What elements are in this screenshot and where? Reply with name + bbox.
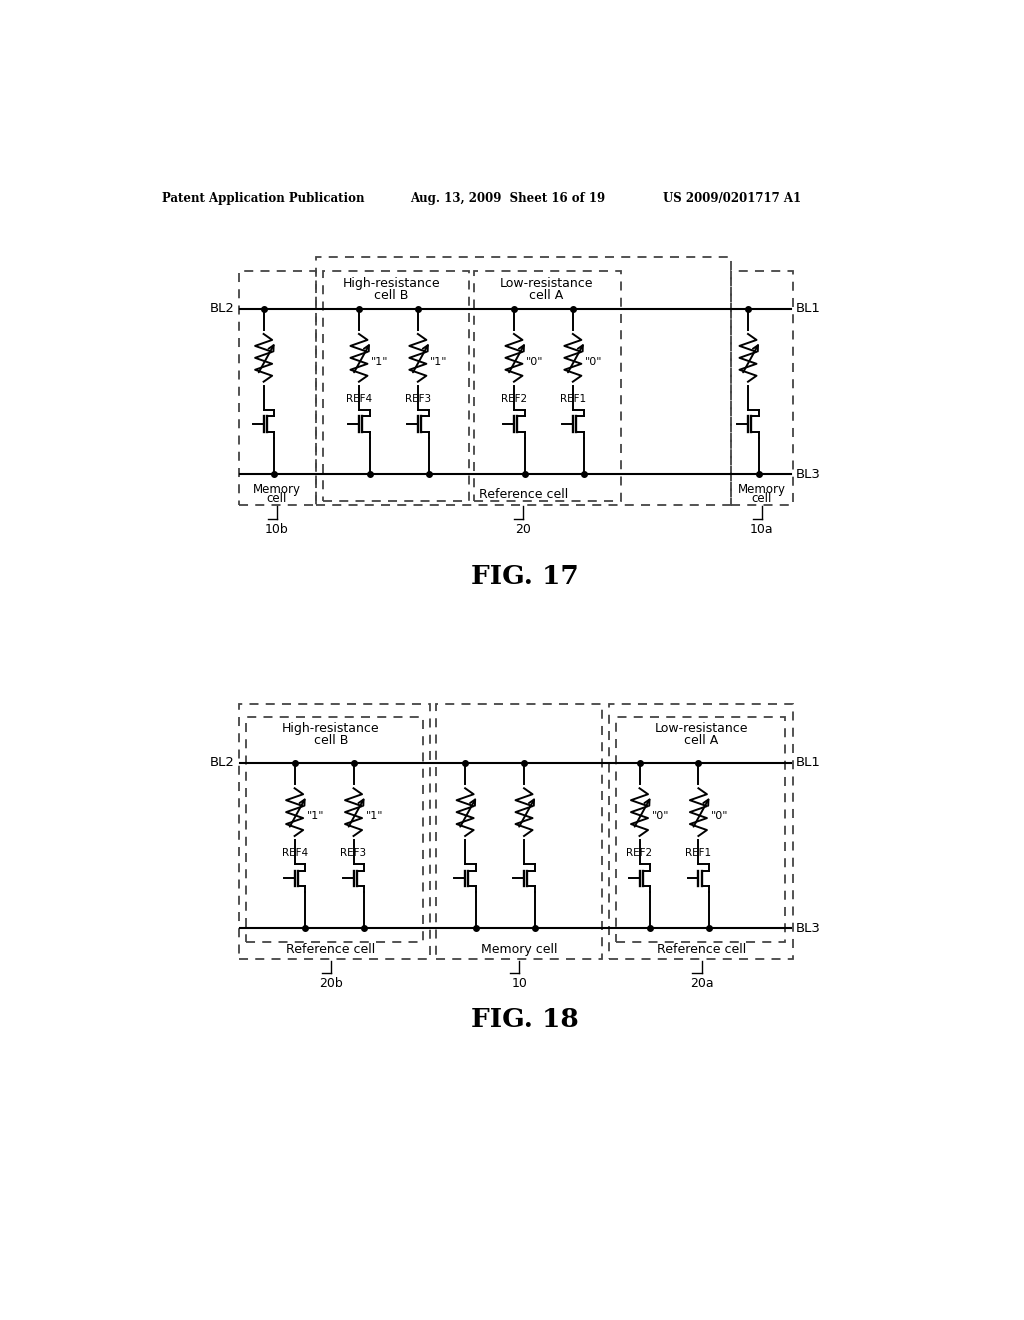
Text: REF3: REF3 (340, 847, 367, 858)
Text: "0": "0" (711, 810, 728, 821)
Bar (239, 704, 430, 960)
Text: "1": "1" (372, 356, 389, 367)
Text: cell B: cell B (314, 734, 348, 747)
Text: Aug. 13, 2009  Sheet 16 of 19: Aug. 13, 2009 Sheet 16 of 19 (411, 191, 605, 205)
Text: Patent Application Publication: Patent Application Publication (163, 191, 365, 205)
Text: REF1: REF1 (560, 393, 586, 404)
Bar (608, 704, 793, 960)
Text: cell A: cell A (684, 734, 719, 747)
Text: BL1: BL1 (796, 756, 821, 770)
Text: Reference cell: Reference cell (656, 944, 746, 957)
Text: REF2: REF2 (627, 847, 652, 858)
Text: cell: cell (752, 492, 772, 506)
Bar (474, 271, 621, 502)
Text: "1": "1" (366, 810, 383, 821)
Text: 20: 20 (515, 523, 531, 536)
Text: US 2009/0201717 A1: US 2009/0201717 A1 (664, 191, 802, 205)
Text: Memory: Memory (253, 483, 301, 496)
Text: cell A: cell A (529, 289, 563, 302)
Text: "0": "0" (586, 356, 603, 367)
Bar (246, 718, 423, 942)
Text: Memory: Memory (738, 483, 786, 496)
Text: REF4: REF4 (282, 847, 307, 858)
Bar (324, 271, 469, 502)
Text: cell: cell (266, 492, 287, 506)
Text: BL1: BL1 (796, 302, 821, 315)
Text: Memory cell: Memory cell (481, 944, 558, 957)
Bar (731, 271, 793, 506)
Text: "0": "0" (526, 356, 544, 367)
Bar (239, 271, 316, 506)
Text: cell B: cell B (375, 289, 409, 302)
Text: "0": "0" (652, 810, 670, 821)
Bar (436, 704, 602, 960)
Bar (316, 257, 731, 506)
Text: REF3: REF3 (404, 393, 431, 404)
Text: REF1: REF1 (685, 847, 712, 858)
Text: "1": "1" (430, 356, 447, 367)
Text: REF2: REF2 (501, 393, 527, 404)
Text: BL2: BL2 (210, 302, 234, 315)
Text: "1": "1" (307, 810, 325, 821)
Text: BL3: BL3 (796, 921, 821, 935)
Text: High-resistance: High-resistance (283, 722, 380, 735)
Text: FIG. 18: FIG. 18 (471, 1007, 579, 1032)
Text: 10: 10 (511, 977, 527, 990)
Text: Reference cell: Reference cell (287, 944, 376, 957)
Text: FIG. 17: FIG. 17 (471, 564, 579, 589)
Text: BL3: BL3 (796, 467, 821, 480)
Bar (616, 718, 785, 942)
Text: Low-resistance: Low-resistance (500, 277, 593, 290)
Text: High-resistance: High-resistance (343, 277, 440, 290)
Text: 20b: 20b (319, 977, 343, 990)
Text: 20a: 20a (690, 977, 714, 990)
Text: 10a: 10a (751, 523, 774, 536)
Text: Reference cell: Reference cell (478, 487, 568, 500)
Text: BL2: BL2 (210, 756, 234, 770)
Text: Low-resistance: Low-resistance (654, 722, 749, 735)
Text: 10b: 10b (265, 523, 289, 536)
Text: REF4: REF4 (346, 393, 372, 404)
